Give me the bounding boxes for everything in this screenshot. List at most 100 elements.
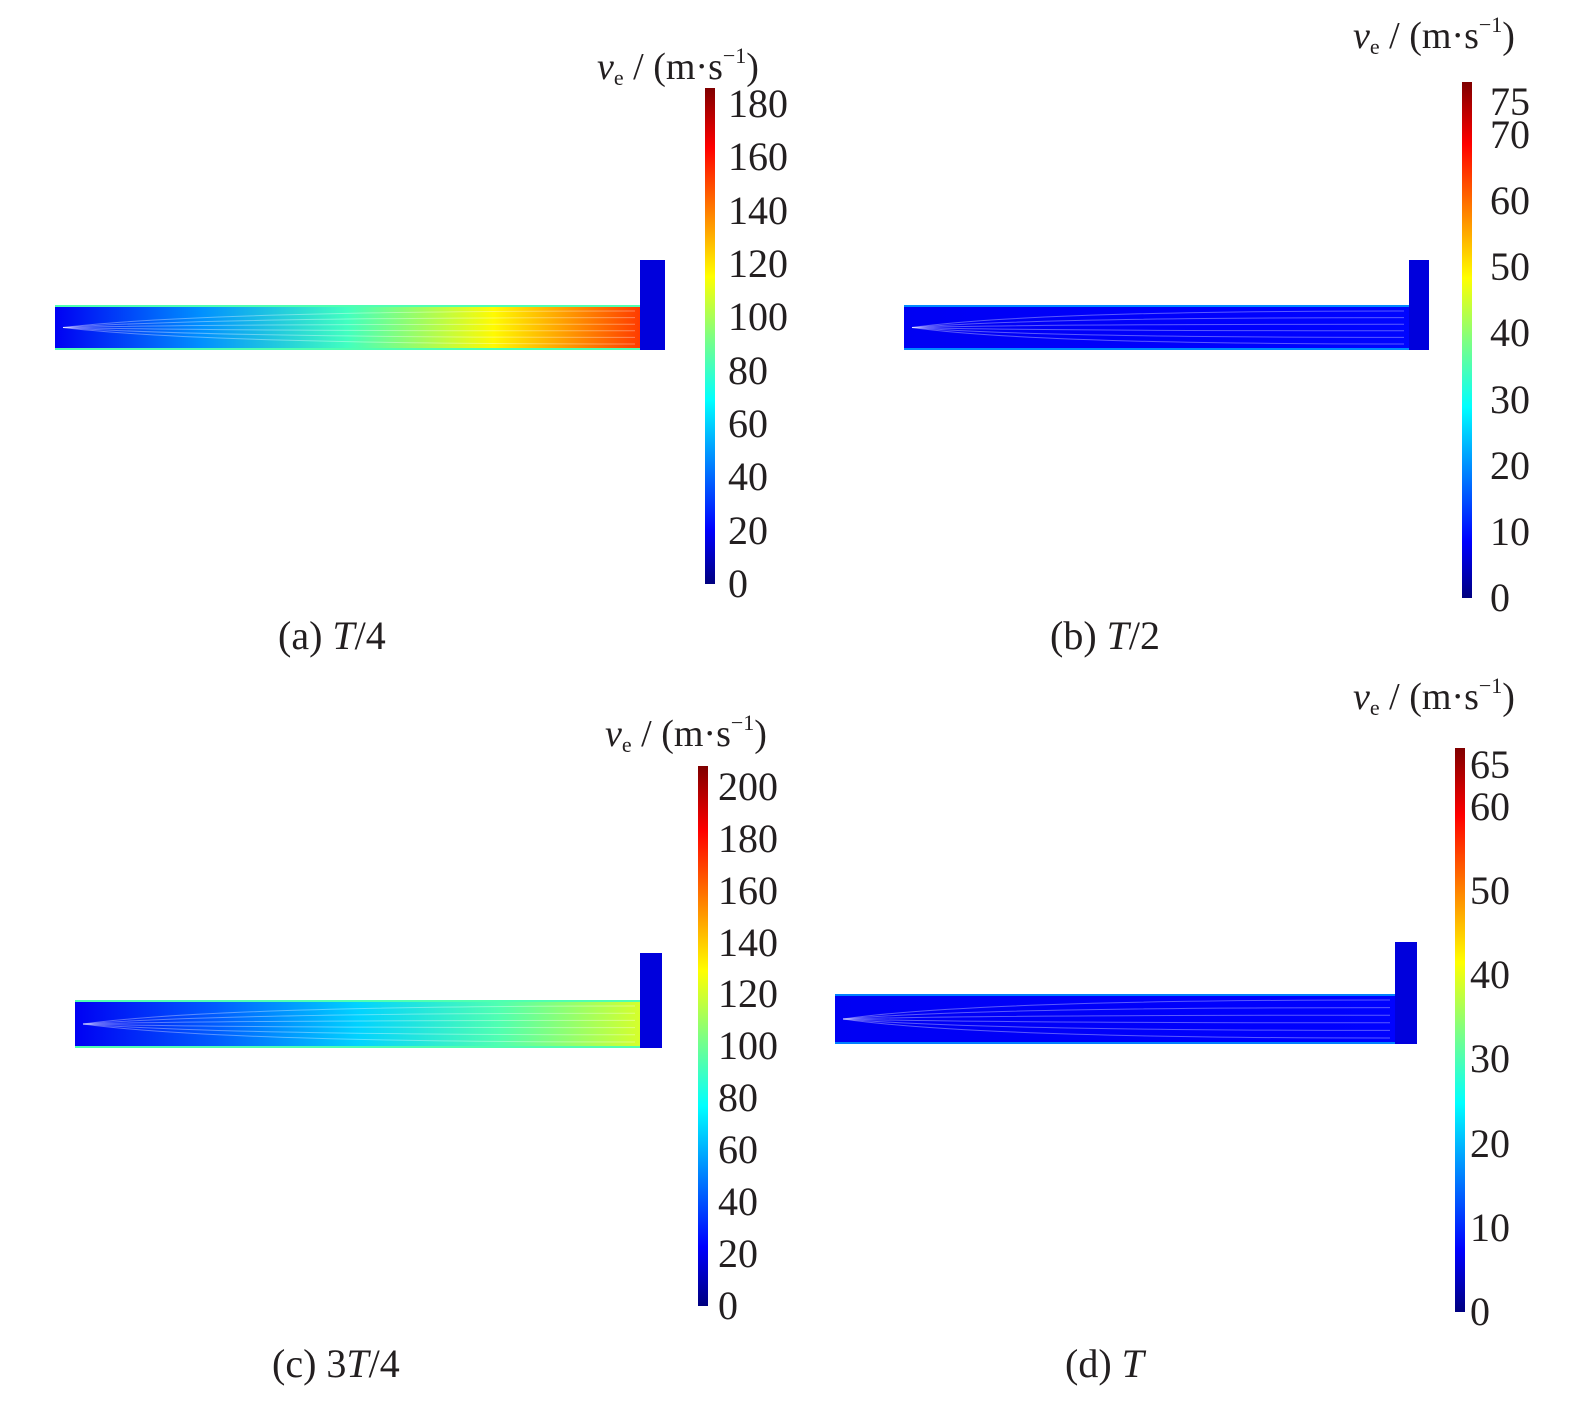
colorbar-tick-label: 180 — [718, 815, 778, 861]
colorbar-tick-label: 50 — [1490, 244, 1530, 290]
caption-label: (c) — [272, 1341, 327, 1386]
colorbar-tick-label: 100 — [718, 1023, 778, 1069]
velocity-field-a — [55, 260, 665, 350]
colorbar-tick-label: 60 — [1490, 178, 1530, 224]
channel-region — [904, 305, 1409, 350]
caption-var: T — [346, 1341, 369, 1386]
colorbar-tick-label: 10 — [1470, 1204, 1510, 1250]
colorbar-c — [698, 766, 708, 1306]
colorbar-var: v — [605, 713, 622, 755]
colorbar-tick-label: 140 — [728, 187, 788, 233]
caption-rest: /2 — [1128, 613, 1161, 658]
caption-var: T — [332, 613, 355, 658]
streamline — [82, 1023, 636, 1036]
colorbar-tick-label: 20 — [1490, 442, 1530, 488]
streamline — [911, 327, 1405, 332]
colorbar-title-b: ve / (m·s−1) — [1353, 14, 1515, 58]
streamline — [62, 323, 636, 328]
colorbar-tick-label: 0 — [1470, 1289, 1490, 1334]
colorbar-tick-label: 80 — [718, 1075, 758, 1121]
colorbar-title-a: ve / (m·s−1) — [597, 45, 759, 89]
colorbar-var-sub: e — [621, 732, 632, 757]
streamline — [911, 327, 1405, 345]
streamline — [842, 1018, 1391, 1039]
streamline — [62, 327, 636, 338]
caption-rest: /4 — [368, 1341, 400, 1386]
channel-edge — [835, 1042, 1395, 1044]
channel-edge — [904, 348, 1409, 350]
colorbar-d — [1455, 748, 1465, 1312]
streamline — [62, 310, 636, 328]
colorbar-var-sub: e — [613, 65, 624, 90]
streamline — [62, 317, 636, 328]
colorbar-b — [1462, 82, 1472, 598]
colorbar-tick-label: 120 — [728, 241, 788, 286]
colorbar-units-close: ) — [754, 713, 767, 755]
colorbar-tick-label: 50 — [1470, 868, 1510, 914]
streamline — [82, 1023, 636, 1043]
streamline — [82, 1005, 636, 1025]
colorbar-units-exp: −1 — [1478, 12, 1503, 37]
colorbar-var: v — [1353, 15, 1370, 57]
streamline — [82, 1012, 636, 1025]
colorbar-tick-label: 70 — [1490, 111, 1530, 157]
streamline — [911, 323, 1405, 328]
colorbar-title-c: ve / (m·s−1) — [605, 712, 767, 756]
colorbar-tick-label: 160 — [728, 134, 788, 180]
streamline — [842, 1007, 1391, 1020]
channel-edge — [55, 305, 640, 307]
streamline — [82, 1019, 636, 1025]
end-wall-region — [1395, 942, 1417, 1044]
caption-label: (b) — [1050, 613, 1107, 658]
colorbar-tick-label: 40 — [1470, 952, 1510, 998]
caption-label: (d) — [1065, 1341, 1122, 1386]
colorbar-tick-label: 80 — [728, 347, 768, 393]
colorbar-units-close: ) — [1502, 676, 1515, 718]
colorbar-units-exp: −1 — [730, 710, 755, 735]
channel-edge — [835, 994, 1395, 996]
colorbar-units-exp: −1 — [722, 43, 747, 68]
streamline — [62, 327, 636, 345]
colorbar-var: v — [597, 46, 614, 88]
caption-var: T — [1106, 613, 1129, 658]
colorbar-units: / (m·s — [623, 46, 723, 88]
colorbar-tick-label: 140 — [718, 919, 778, 965]
colorbar-var: v — [1353, 676, 1370, 718]
colorbar-title-d: ve / (m·s−1) — [1353, 675, 1515, 719]
streamline — [842, 999, 1391, 1020]
channel-region — [75, 1000, 640, 1048]
caption-b: (b) T/2 — [1050, 612, 1160, 659]
colorbar-units: / (m·s — [1379, 15, 1479, 57]
caption-prefix: 3 — [326, 1341, 347, 1386]
channel-edge — [75, 1000, 640, 1002]
colorbar-tick-label: 0 — [1490, 575, 1510, 620]
colorbar-tick-label: 30 — [1490, 376, 1530, 422]
colorbar-units-exp: −1 — [1478, 673, 1503, 698]
streamline — [82, 1023, 636, 1029]
channel-edge — [55, 348, 640, 350]
velocity-field-d — [835, 942, 1417, 1044]
streamline — [911, 317, 1405, 328]
colorbar-tick-label: 40 — [1490, 310, 1530, 356]
colorbar-tick-label: 60 — [718, 1127, 758, 1173]
caption-d: (d) T — [1065, 1340, 1144, 1387]
end-wall-region — [640, 953, 662, 1048]
streamline — [842, 1018, 1391, 1031]
streamline — [62, 327, 636, 332]
colorbar-tick-label: 20 — [718, 1231, 758, 1277]
colorbar-tick-label: 10 — [1490, 508, 1530, 554]
colorbar-units: / (m·s — [1379, 676, 1479, 718]
colorbar-tick-label: 40 — [718, 1179, 758, 1225]
colorbar-tick-label: 120 — [718, 971, 778, 1017]
colorbar-units-close: ) — [1502, 15, 1515, 57]
velocity-field-c — [75, 953, 662, 1048]
channel-edge — [904, 305, 1409, 307]
channel-region — [835, 994, 1395, 1044]
colorbar-tick-label: 20 — [728, 507, 768, 553]
colorbar-a — [705, 88, 715, 584]
colorbar-tick-label: 60 — [1470, 783, 1510, 829]
channel-region — [55, 305, 640, 350]
colorbar-tick-label: 180 — [728, 81, 788, 126]
colorbar-tick-label: 160 — [718, 867, 778, 913]
colorbar-var-sub: e — [1369, 695, 1380, 720]
